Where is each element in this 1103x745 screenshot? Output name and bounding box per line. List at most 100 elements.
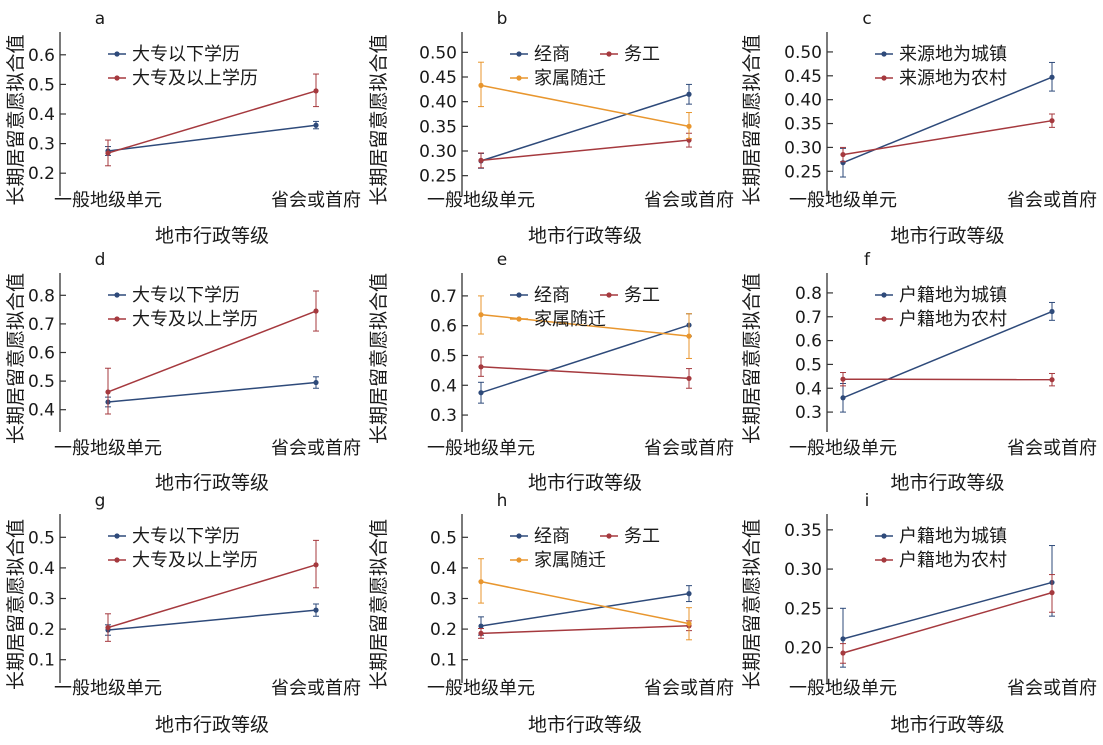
y-tick-label: 0.45 [419,68,457,88]
data-point [313,122,319,128]
legend-item: 大专以下学历 [108,526,240,547]
legend-swatch-dot [516,316,522,322]
x-tick-label: 省会或首府 [644,678,734,699]
y-tick-label: 0.3 [28,135,55,155]
y-tick-label: 0.4 [28,105,55,125]
series-0 [105,603,319,636]
y-axis-label: 长期居留意愿拟合值 [741,34,763,205]
series-line [480,592,690,627]
legend-label: 家属随迁 [534,68,606,89]
x-axis-label: 地市行政等级 [528,225,642,247]
legend-swatch-dot [114,75,120,81]
y-tick-label: 0.2 [28,620,55,640]
legend-item: 务工 [600,526,660,547]
data-point [478,364,484,370]
legend-item: 大专以下学历 [108,44,240,65]
y-tick-label: 0.3 [430,406,457,426]
y-tick-label: 0.35 [784,521,822,541]
x-tick-label: 一般地级单元 [54,190,162,211]
legend-label: 户籍地为农村 [899,309,1007,330]
x-tick-label: 省会或首府 [1007,438,1097,459]
panel-letter: i [865,491,870,511]
legend-item: 务工 [600,285,660,306]
y-tick-label: 0.40 [419,93,457,113]
x-axis-label: 地市行政等级 [890,225,1004,247]
y-tick-label: 0.5 [430,528,457,548]
y-tick-label: 0.5 [795,355,822,375]
series-0 [105,120,319,156]
x-tick-label: 省会或首府 [271,438,361,459]
y-axis-label: 长期居留意愿拟合值 [5,273,27,444]
legend-swatch-dot [881,557,887,563]
series-line [480,139,690,162]
y-tick-label: 0.25 [419,167,457,187]
legend-swatch-dot [606,292,612,298]
y-tick-label: 0.5 [430,346,457,366]
y-tick-label: 0.6 [795,332,822,352]
legend-label: 来源地为城镇 [899,44,1007,65]
x-tick-label: 一般地级单元 [789,438,897,459]
data-point [686,591,692,597]
panel-c: c 0.25 0.30 0.35 0.40 0.45 0.50 长期居留意愿拟合值 一般地级单元… [741,9,1097,247]
data-point [478,623,484,629]
y-axis-label: 长期居留意愿拟合值 [368,273,390,444]
legend-swatch-dot [516,533,522,539]
x-tick-label: 省会或首府 [1007,678,1097,699]
data-point [686,123,692,129]
series-line [842,581,1053,640]
y-tick-label: 0.7 [28,315,55,335]
legend-swatch-dot [606,533,612,539]
y-tick-label: 0.6 [430,317,457,337]
x-tick-label: 省会或首府 [644,438,734,459]
legend-label: 大专以下学历 [132,44,240,65]
data-point [478,82,484,88]
series-line [480,84,690,128]
legend-label: 务工 [624,526,660,547]
panel-h: h 0.1 0.2 0.3 0.4 0.5 长期居留意愿拟合值 一般地级单元 省会或首府地市行政… [368,491,734,736]
data-point [105,624,111,631]
y-tick-label: 0.5 [28,372,55,392]
legend-item: 家属随迁 [510,309,606,330]
y-tick-label: 0.6 [28,46,55,66]
y-tick-label: 0.4 [28,401,55,421]
legend-label: 家属随迁 [534,550,606,571]
data-point [840,636,846,642]
y-tick-label: 0.40 [784,91,822,111]
panel-letter: a [95,9,105,29]
data-point [686,333,692,339]
legend-swatch-dot [516,292,522,298]
y-tick-label: 0.4 [430,376,457,396]
data-point [840,650,846,656]
y-tick-label: 0.25 [784,162,822,182]
legend-label: 经商 [534,285,570,306]
legend-swatch-dot [114,533,120,539]
series-0 [478,83,692,169]
panel-letter: c [862,9,871,29]
panel-letter: f [864,250,871,270]
y-tick-label: 0.6 [28,344,55,364]
y-tick-label: 0.8 [795,284,822,304]
panel-letter: e [497,250,507,270]
data-point [105,150,111,156]
data-point [478,390,484,396]
legend-swatch-dot [606,51,612,57]
series-1 [840,574,1055,664]
panel-letter: d [95,250,106,270]
legend-label: 大专以下学历 [132,526,240,547]
series-line [480,624,690,635]
x-tick-label: 省会或首府 [271,190,361,211]
x-tick-label: 一般地级单元 [54,678,162,699]
legend-swatch-dot [516,75,522,81]
y-tick-label: 0.35 [784,115,822,135]
legend-label: 大专及以上学历 [132,309,258,330]
x-tick-label: 一般地级单元 [54,438,162,459]
series-1 [105,290,319,415]
data-point [840,151,846,158]
x-tick-label: 省会或首府 [271,678,361,699]
legend-item: 大专以下学历 [108,285,240,306]
y-tick-label: 0.1 [28,651,55,671]
